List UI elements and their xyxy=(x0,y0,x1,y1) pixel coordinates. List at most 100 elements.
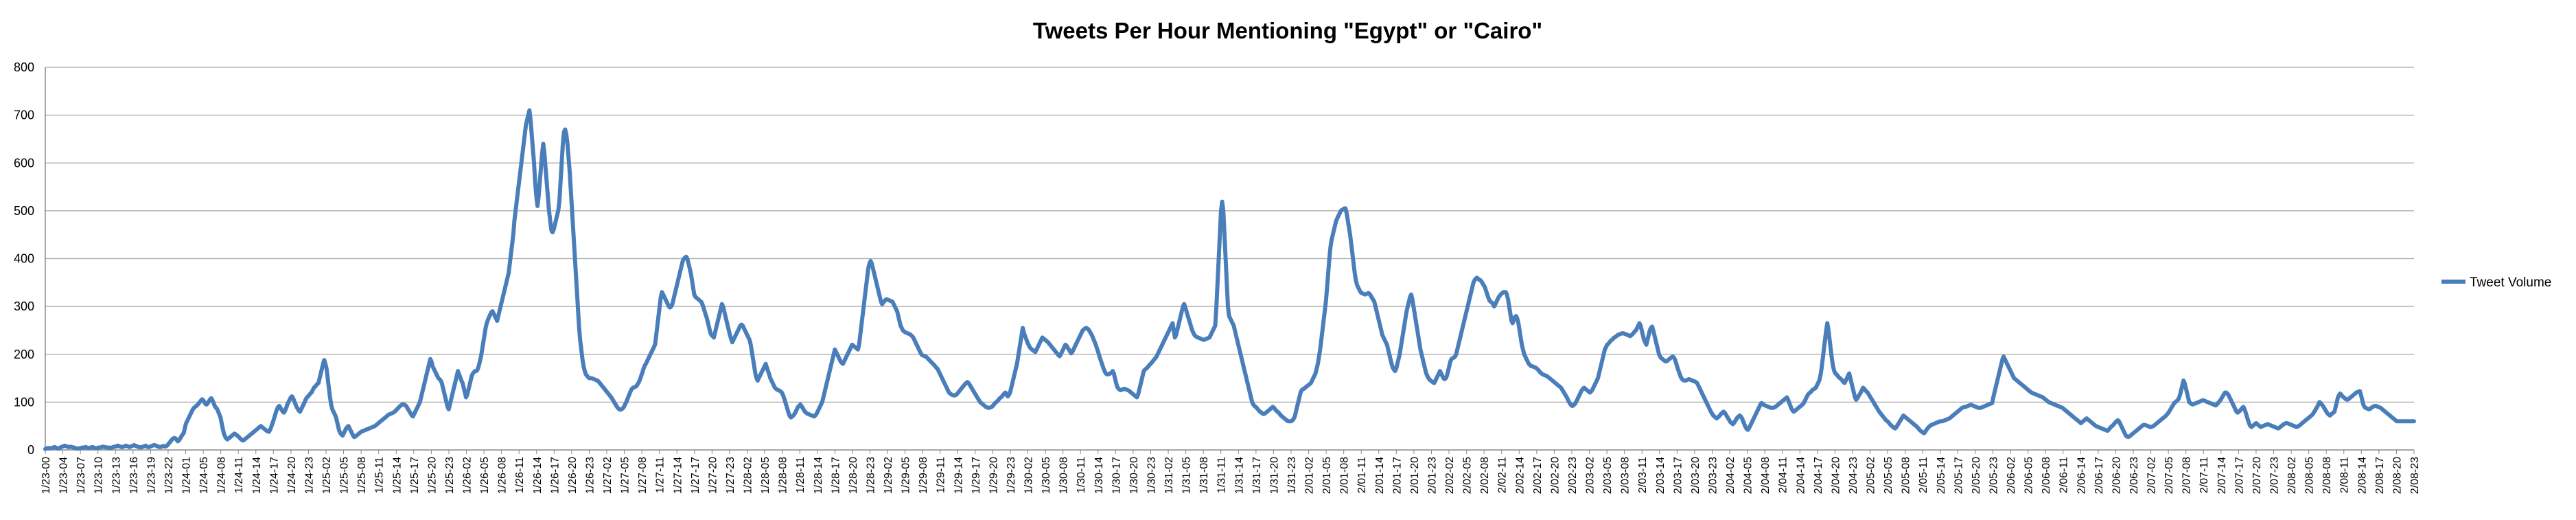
x-tick-label: 2/07-20 xyxy=(2251,457,2263,494)
x-tick-label: 1/29-02 xyxy=(883,457,894,494)
x-tick-label: 2/05-23 xyxy=(1988,457,1999,494)
x-tick-label: 2/01-11 xyxy=(1356,457,1368,493)
x-tick-label: 2/02-02 xyxy=(1444,457,1456,494)
x-tick-label: 1/23-10 xyxy=(93,457,105,494)
x-tick-label: 2/01-23 xyxy=(1426,457,1438,494)
x-tick-label: 2/06-02 xyxy=(2006,457,2017,494)
x-tick-label: 1/24-11 xyxy=(233,457,245,493)
x-tick-label: 2/03-17 xyxy=(1672,457,1684,494)
y-axis: 0 100 200 300 400 500 600 700 800 xyxy=(14,60,46,457)
x-tick-label: 2/05-20 xyxy=(1971,457,1982,494)
x-tick-label: 2/07-02 xyxy=(2146,457,2158,494)
x-tick-label: 1/24-05 xyxy=(198,457,210,494)
x-tick-label: 1/31-23 xyxy=(1286,457,1298,494)
x-tick-label: 1/25-23 xyxy=(444,457,456,494)
x-tick-label: 2/03-20 xyxy=(1690,457,1702,494)
x-tick-label: 1/26-20 xyxy=(567,457,579,494)
x-tick-label: 2/05-05 xyxy=(1883,457,1894,494)
x-tick-label: 1/25-11 xyxy=(374,457,386,493)
x-tick-label: 2/08-05 xyxy=(2304,457,2316,494)
x-tick-label: 2/08-23 xyxy=(2409,457,2421,494)
x-tick-label: 1/30-11 xyxy=(1076,457,1087,493)
x-tick-label: 2/03-11 xyxy=(1637,457,1649,493)
x-tick-label: 1/28-14 xyxy=(813,457,824,494)
x-tick-label: 1/27-11 xyxy=(655,457,666,493)
x-tick-label: 2/07-11 xyxy=(2198,457,2210,493)
y-tick-label: 800 xyxy=(14,60,34,74)
x-tick-label: 2/04-17 xyxy=(1813,457,1824,494)
x-tick-label: 1/31-05 xyxy=(1181,457,1193,494)
series-line-tweet-volume xyxy=(43,108,2416,451)
x-tick-label: 1/23-16 xyxy=(128,457,140,494)
chart-title: Tweets Per Hour Mentioning "Egypt" or "C… xyxy=(1033,18,1542,43)
x-tick-label: 1/27-23 xyxy=(725,457,736,494)
legend-entry-tweet-volume: Tweet Volume xyxy=(2470,275,2551,290)
x-tick-label: 1/25-14 xyxy=(391,457,403,494)
x-tick-label: 1/27-14 xyxy=(672,457,684,494)
x-tick-label: 2/01-08 xyxy=(1339,457,1351,494)
x-tick-label: 2/05-11 xyxy=(1918,457,1929,493)
y-tick-label: 0 xyxy=(27,443,34,457)
x-tick-label: 2/07-17 xyxy=(2233,457,2245,494)
x-tick-label: 1/26-08 xyxy=(497,457,509,494)
x-tick-label: 2/03-05 xyxy=(1602,457,1614,494)
x-tick-label: 2/08-17 xyxy=(2374,457,2386,494)
x-tick-label: 2/04-14 xyxy=(1795,457,1807,494)
x-tick-label: 1/26-23 xyxy=(584,457,596,494)
x-tick-label: 1/30-08 xyxy=(1058,457,1070,494)
x-tick-label: 1/26-11 xyxy=(514,457,526,493)
x-tick-label: 1/31-08 xyxy=(1198,457,1210,494)
x-tick-label: 2/06-14 xyxy=(2076,457,2087,494)
x-tick-label: 2/03-08 xyxy=(1620,457,1632,494)
y-tick-label: 100 xyxy=(14,395,34,409)
x-tick-label: 2/02-17 xyxy=(1532,457,1544,494)
x-tick-label: 1/27-17 xyxy=(690,457,701,494)
x-tick-label: 2/06-17 xyxy=(2093,457,2105,494)
x-tick-label: 2/06-05 xyxy=(2023,457,2035,494)
x-tick-label: 2/02-20 xyxy=(1549,457,1561,494)
x-tick-label: 2/06-20 xyxy=(2111,457,2122,494)
x-tick-label: 2/01-05 xyxy=(1321,457,1333,494)
x-tick-label: 2/07-05 xyxy=(2163,457,2175,494)
x-tick-label: 2/05-08 xyxy=(1901,457,1912,494)
x-tick-label: 1/31-02 xyxy=(1163,457,1175,494)
legend: Tweet Volume xyxy=(2441,275,2551,290)
x-tick-label: 1/28-23 xyxy=(865,457,877,494)
x-axis: 1/23-00 1/23-04 1/23-07 1/23-10 1/23-13 1/23-… xyxy=(40,450,2421,494)
x-tick-label: 2/04-23 xyxy=(1848,457,1859,494)
x-tick-label: 1/30-20 xyxy=(1128,457,1140,494)
x-tick-label: 1/29-20 xyxy=(988,457,999,494)
x-tick-label: 2/07-23 xyxy=(2268,457,2280,494)
x-tick-label: 1/28-17 xyxy=(830,457,842,494)
x-tick-label: 1/30-02 xyxy=(1023,457,1035,494)
x-tick-label: 2/02-14 xyxy=(1514,457,1526,494)
x-tick-label: 2/05-02 xyxy=(1866,457,1877,494)
x-tick-label: 2/04-05 xyxy=(1743,457,1754,494)
y-tick-label: 300 xyxy=(14,299,34,313)
x-tick-label: 2/01-20 xyxy=(1409,457,1421,494)
y-tick-label: 400 xyxy=(14,252,34,266)
x-tick-label: 1/23-04 xyxy=(58,457,70,494)
x-tick-label: 2/05-14 xyxy=(1936,457,1947,494)
x-tick-label: 2/03-14 xyxy=(1655,457,1667,494)
x-tick-label: 1/31-17 xyxy=(1251,457,1263,494)
x-tick-label: 1/27-02 xyxy=(602,457,614,494)
x-tick-label: 1/29-23 xyxy=(1006,457,1017,494)
x-tick-label: 1/25-20 xyxy=(426,457,438,494)
x-tick-label: 2/02-05 xyxy=(1462,457,1474,494)
x-tick-label: 2/08-11 xyxy=(2339,457,2351,493)
gridlines xyxy=(45,67,2414,451)
x-tick-label: 2/03-02 xyxy=(1585,457,1597,494)
x-tick-label: 2/04-11 xyxy=(1778,457,1789,493)
x-tick-label: 2/06-08 xyxy=(2041,457,2052,494)
x-tick-label: 2/01-17 xyxy=(1391,457,1403,494)
x-tick-label: 1/23-07 xyxy=(76,457,87,494)
x-tick-label: 2/08-08 xyxy=(2321,457,2333,494)
x-tick-label: 1/23-00 xyxy=(40,457,52,494)
x-tick-label: 2/04-20 xyxy=(1830,457,1842,494)
x-tick-label: 1/25-02 xyxy=(321,457,333,494)
x-tick-label: 1/27-05 xyxy=(620,457,631,494)
y-tick-label: 200 xyxy=(14,348,34,361)
